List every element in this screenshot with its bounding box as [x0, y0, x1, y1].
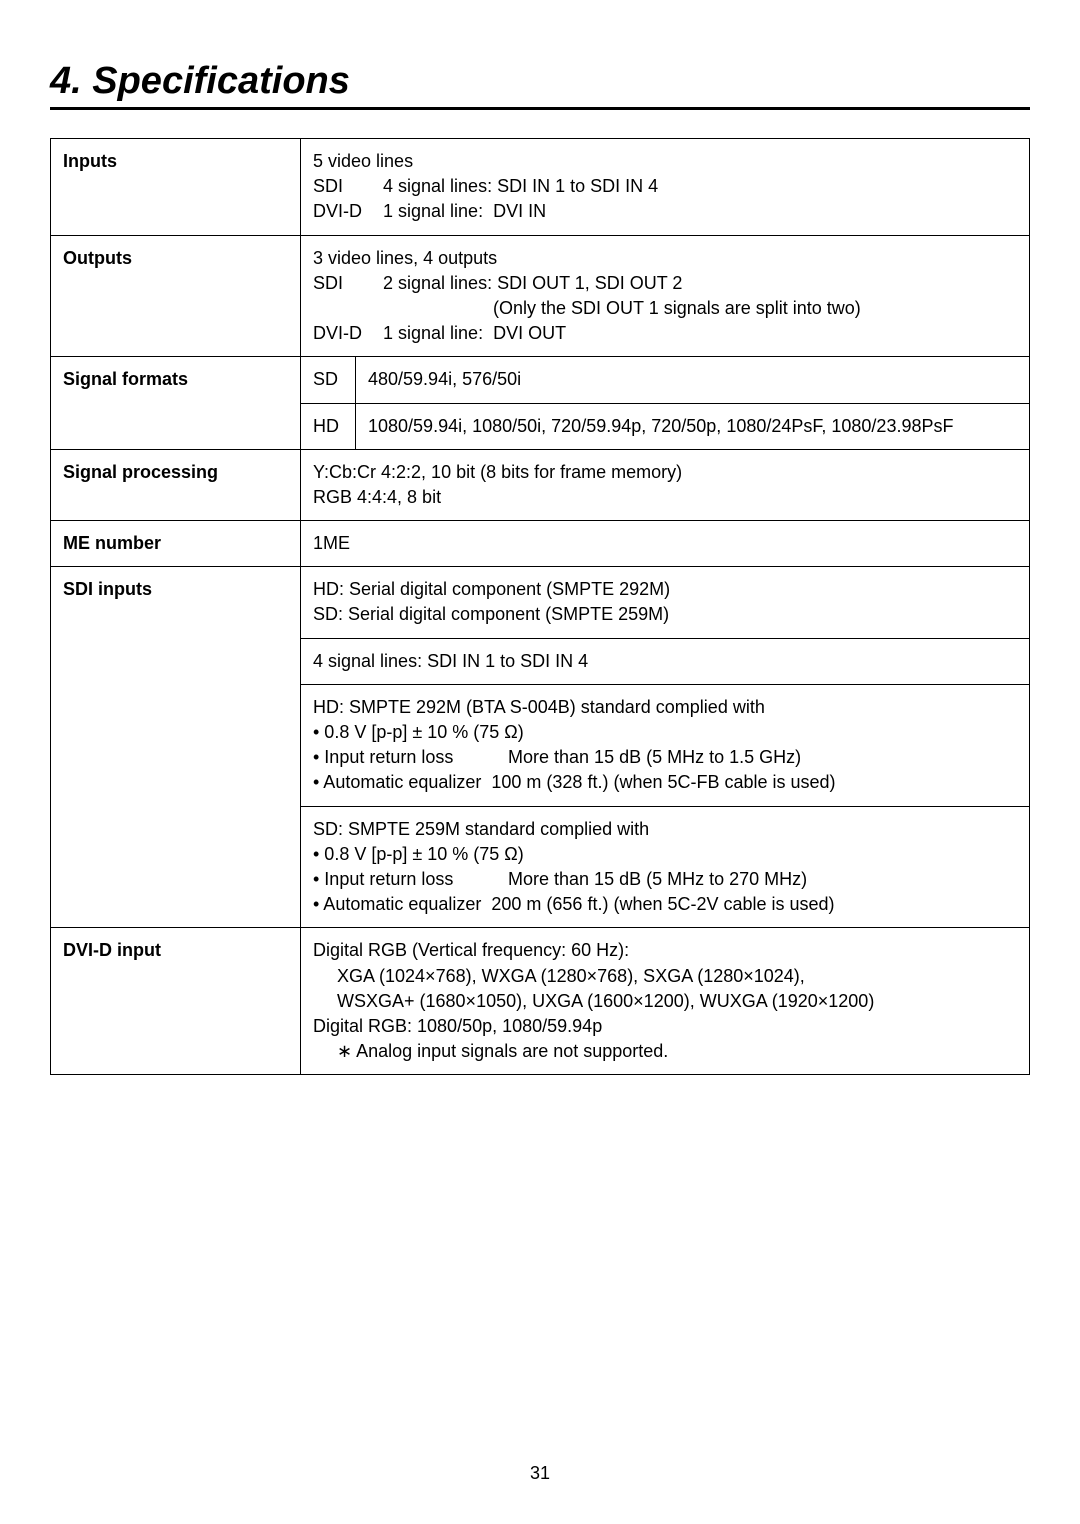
- text: 2 signal lines: SDI OUT 1, SDI OUT 2: [383, 271, 682, 296]
- text-line: • 0.8 V [p-p] ± 10 % (75 Ω): [313, 720, 1017, 745]
- cell-label: Inputs: [51, 139, 301, 236]
- text-line: • Input return loss More than 15 dB (5 M…: [313, 745, 1017, 770]
- row-me-number: ME number 1ME: [51, 521, 1030, 567]
- row-dvid-input: DVI-D input Digital RGB (Vertical freque…: [51, 928, 1030, 1075]
- cell-label: ME number: [51, 521, 301, 567]
- page-title: 4. Specifications: [50, 60, 1030, 110]
- cell-value: 5 video lines SDI 4 signal lines: SDI IN…: [301, 139, 1030, 236]
- cell-label: Signal formats: [51, 357, 301, 449]
- text-line: • Input return loss More than 15 dB (5 M…: [313, 867, 1017, 892]
- cell-value: HD: SMPTE 292M (BTA S-004B) standard com…: [301, 684, 1030, 806]
- text-line: HD: Serial digital component (SMPTE 292M…: [313, 577, 1017, 602]
- text-line: ∗ Analog input signals are not supported…: [313, 1039, 1017, 1064]
- cell-value: 4 signal lines: SDI IN 1 to SDI IN 4: [301, 638, 1030, 684]
- text-line: HD: SMPTE 292M (BTA S-004B) standard com…: [313, 695, 1017, 720]
- text-line: SD: Serial digital component (SMPTE 259M…: [313, 602, 1017, 627]
- text: • Input return loss: [313, 867, 503, 892]
- cell-label: Outputs: [51, 235, 301, 357]
- text-line: XGA (1024×768), WXGA (1280×768), SXGA (1…: [313, 964, 1017, 989]
- text-line: DVI-D 1 signal line: DVI OUT: [313, 321, 1017, 346]
- row-sdi-inputs-1: SDI inputs HD: Serial digital component …: [51, 567, 1030, 638]
- row-outputs: Outputs 3 video lines, 4 outputs SDI 2 s…: [51, 235, 1030, 357]
- text-line: RGB 4:4:4, 8 bit: [313, 485, 1017, 510]
- cell-value: SD: SMPTE 259M standard complied with • …: [301, 806, 1030, 928]
- cell-value: 3 video lines, 4 outputs SDI 2 signal li…: [301, 235, 1030, 357]
- row-signal-formats-sd: Signal formats SD 480/59.94i, 576/50i: [51, 357, 1030, 403]
- cell-value: 1ME: [301, 521, 1030, 567]
- cell-sublabel: HD: [301, 403, 356, 449]
- text-line: SDI 2 signal lines: SDI OUT 1, SDI OUT 2: [313, 271, 1017, 296]
- cell-label: SDI inputs: [51, 567, 301, 928]
- cell-value: Digital RGB (Vertical frequency: 60 Hz):…: [301, 928, 1030, 1075]
- tag: DVI-D: [313, 321, 383, 346]
- text: 1 signal line: DVI OUT: [383, 321, 566, 346]
- spec-table: Inputs 5 video lines SDI 4 signal lines:…: [50, 138, 1030, 1075]
- text-line: • Automatic equalizer 200 m (656 ft.) (w…: [313, 892, 1017, 917]
- text-line: SDI 4 signal lines: SDI IN 1 to SDI IN 4: [313, 174, 1017, 199]
- cell-value: HD: Serial digital component (SMPTE 292M…: [301, 567, 1030, 638]
- text-line: 3 video lines, 4 outputs: [313, 246, 1017, 271]
- cell-label: Signal processing: [51, 449, 301, 520]
- text-line: Y:Cb:Cr 4:2:2, 10 bit (8 bits for frame …: [313, 460, 1017, 485]
- text: 4 signal lines: SDI IN 1 to SDI IN 4: [383, 174, 658, 199]
- text-line: SD: SMPTE 259M standard complied with: [313, 817, 1017, 842]
- row-inputs: Inputs 5 video lines SDI 4 signal lines:…: [51, 139, 1030, 236]
- text: • Input return loss: [313, 745, 503, 770]
- text: More than 15 dB (5 MHz to 1.5 GHz): [508, 747, 801, 767]
- text-line: Digital RGB (Vertical frequency: 60 Hz):: [313, 938, 1017, 963]
- text-line: • 0.8 V [p-p] ± 10 % (75 Ω): [313, 842, 1017, 867]
- text: 1 signal line: DVI IN: [383, 199, 546, 224]
- row-signal-processing: Signal processing Y:Cb:Cr 4:2:2, 10 bit …: [51, 449, 1030, 520]
- cell-value: 480/59.94i, 576/50i: [356, 357, 1030, 403]
- cell-sublabel: SD: [301, 357, 356, 403]
- text-line: • Automatic equalizer 100 m (328 ft.) (w…: [313, 770, 1017, 795]
- text: More than 15 dB (5 MHz to 270 MHz): [508, 869, 807, 889]
- cell-value: Y:Cb:Cr 4:2:2, 10 bit (8 bits for frame …: [301, 449, 1030, 520]
- tag: DVI-D: [313, 199, 383, 224]
- text-line: WSXGA+ (1680×1050), UXGA (1600×1200), WU…: [313, 989, 1017, 1014]
- text-line: (Only the SDI OUT 1 signals are split in…: [313, 296, 1017, 321]
- text-line: DVI-D 1 signal line: DVI IN: [313, 199, 1017, 224]
- page-number: 31: [0, 1463, 1080, 1484]
- cell-label: DVI-D input: [51, 928, 301, 1075]
- text-line: Digital RGB: 1080/50p, 1080/59.94p: [313, 1014, 1017, 1039]
- tag: SDI: [313, 174, 383, 199]
- tag: SDI: [313, 271, 383, 296]
- text-line: 5 video lines: [313, 149, 1017, 174]
- cell-value: 1080/59.94i, 1080/50i, 720/59.94p, 720/5…: [356, 403, 1030, 449]
